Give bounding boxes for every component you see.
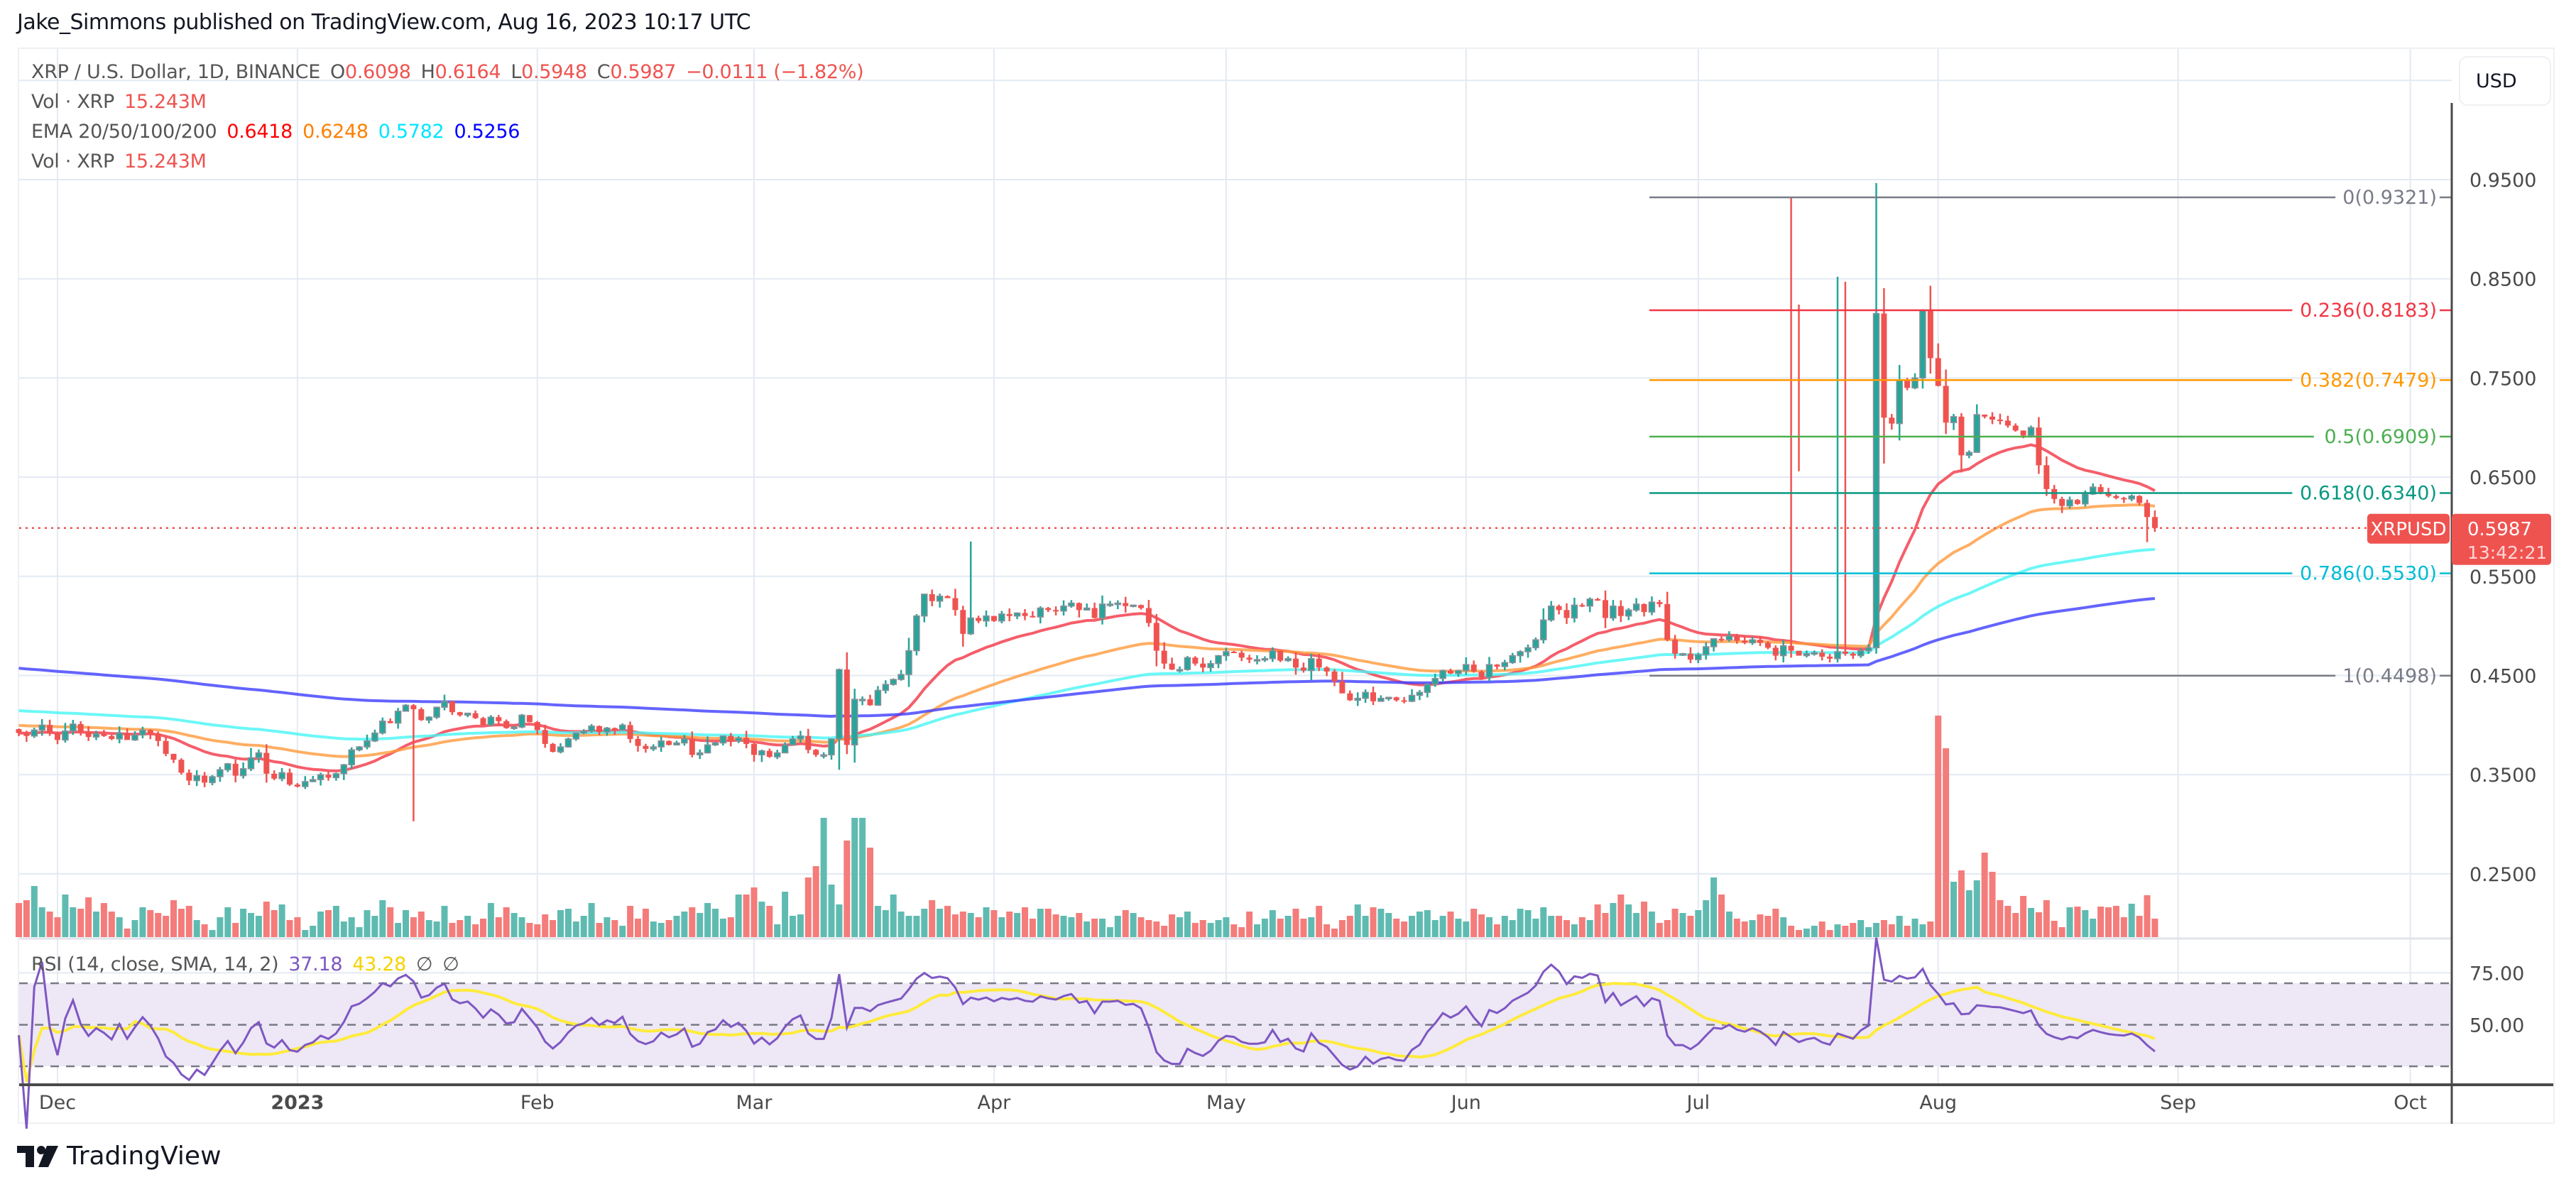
symbol-title: XRP / U.S. Dollar, 1D, BINANCE: [31, 61, 320, 83]
svg-text:75.00: 75.00: [2469, 963, 2524, 985]
svg-text:0.5987: 0.5987: [2467, 519, 2532, 540]
chart-frame: [18, 48, 2555, 1124]
ema-legend[interactable]: EMA 20/50/100/200 0.6418 0.6248 0.5782 0.525…: [31, 121, 530, 143]
volume-legend-2[interactable]: Vol · XRP 15.243M: [31, 151, 214, 173]
axes: 0.9500 0.8500 0.7500 0.6500 0.5500 0.4500 0.35…: [19, 103, 2553, 1124]
rsi-title: RSI (14, close, SMA, 14, 2): [31, 953, 279, 975]
high-value: 0.6164: [435, 61, 501, 83]
svg-text:0.2500: 0.2500: [2469, 864, 2536, 886]
svg-text:0.6500: 0.6500: [2469, 467, 2536, 489]
volume-value: 15.243M: [124, 151, 207, 173]
ema100-value: 0.5782: [378, 121, 444, 143]
svg-text:Mar: Mar: [736, 1092, 773, 1114]
candlesticks: [16, 182, 2158, 821]
svg-text:0.3500: 0.3500: [2469, 765, 2536, 787]
svg-text:0.5500: 0.5500: [2469, 567, 2536, 589]
publisher-caption: Jake_Simmons published on TradingView.co…: [17, 10, 751, 35]
rsi-na-2: ∅: [442, 953, 459, 975]
svg-text:Oct: Oct: [2394, 1092, 2427, 1114]
high-label: H: [420, 61, 435, 83]
rsi-na-1: ∅: [416, 953, 433, 975]
svg-text:0.786(0.5530): 0.786(0.5530): [2300, 563, 2437, 585]
svg-text:Apr: Apr: [978, 1092, 1012, 1114]
svg-text:XRPUSD: XRPUSD: [2370, 519, 2446, 540]
svg-text:0.4500: 0.4500: [2469, 666, 2536, 688]
rsi-legend[interactable]: RSI (14, close, SMA, 14, 2) 37.18 43.28 ∅ ∅: [31, 953, 469, 975]
logo-text: TradingView: [67, 1142, 222, 1171]
svg-text:Jun: Jun: [1450, 1092, 1481, 1114]
svg-text:0.382(0.7479): 0.382(0.7479): [2300, 369, 2437, 391]
open-label: O: [329, 61, 345, 83]
svg-text:2023: 2023: [271, 1092, 324, 1114]
svg-text:Jul: Jul: [1686, 1092, 1710, 1114]
rsi-lines: [17, 937, 2156, 1129]
close-value: 0.5987: [610, 61, 677, 83]
svg-text:50.00: 50.00: [2469, 1015, 2524, 1037]
svg-text:0.9500: 0.9500: [2469, 170, 2536, 192]
volume-label: Vol · XRP: [31, 151, 114, 173]
svg-text:0.7500: 0.7500: [2469, 368, 2536, 390]
open-value: 0.6098: [344, 61, 411, 83]
svg-text:0.618(0.6340): 0.618(0.6340): [2300, 482, 2437, 504]
tradingview-logo[interactable]: TradingView: [17, 1142, 222, 1171]
low-label: L: [511, 61, 522, 83]
svg-text:Aug: Aug: [1919, 1092, 1957, 1114]
rsi-sma-value: 43.28: [352, 953, 407, 975]
ema-label: EMA 20/50/100/200: [31, 121, 217, 143]
tradingview-logo-icon: [17, 1145, 58, 1167]
svg-text:0.236(0.8183): 0.236(0.8183): [2300, 300, 2437, 322]
svg-text:0.8500: 0.8500: [2469, 269, 2536, 291]
volume-value: 15.243M: [124, 91, 207, 113]
volume-bars: [16, 716, 2159, 937]
svg-text:May: May: [1206, 1092, 1246, 1114]
symbol-legend[interactable]: XRP / U.S. Dollar, 1D, BINANCE O0.6098 H0.…: [31, 61, 871, 83]
low-value: 0.5948: [521, 61, 587, 83]
ema20-value: 0.6418: [227, 121, 293, 143]
volume-legend-1[interactable]: Vol · XRP 15.243M: [31, 91, 214, 113]
ema200-value: 0.5256: [454, 121, 520, 143]
volume-label: Vol · XRP: [31, 91, 114, 113]
fibonacci-retracement[interactable]: 0(0.9321) 0.236(0.8183) 0.382(0.7479) 0.5(0…: [1649, 187, 2452, 687]
close-label: C: [596, 61, 611, 83]
ema50-value: 0.6248: [302, 121, 369, 143]
currency-button[interactable]: USD: [2459, 56, 2551, 106]
svg-text:0(0.9321): 0(0.9321): [2342, 187, 2437, 209]
rsi-value: 37.18: [288, 953, 343, 975]
svg-text:Sep: Sep: [2160, 1092, 2196, 1114]
svg-text:Feb: Feb: [520, 1092, 555, 1114]
svg-text:1(0.4498): 1(0.4498): [2342, 665, 2437, 687]
svg-text:13:42:21: 13:42:21: [2467, 542, 2547, 563]
svg-text:Dec: Dec: [39, 1092, 76, 1114]
change-value: −0.0111 (−1.82%): [686, 61, 864, 83]
rsi-band: [19, 972, 2452, 1068]
svg-text:0.5(0.6909): 0.5(0.6909): [2325, 426, 2437, 448]
